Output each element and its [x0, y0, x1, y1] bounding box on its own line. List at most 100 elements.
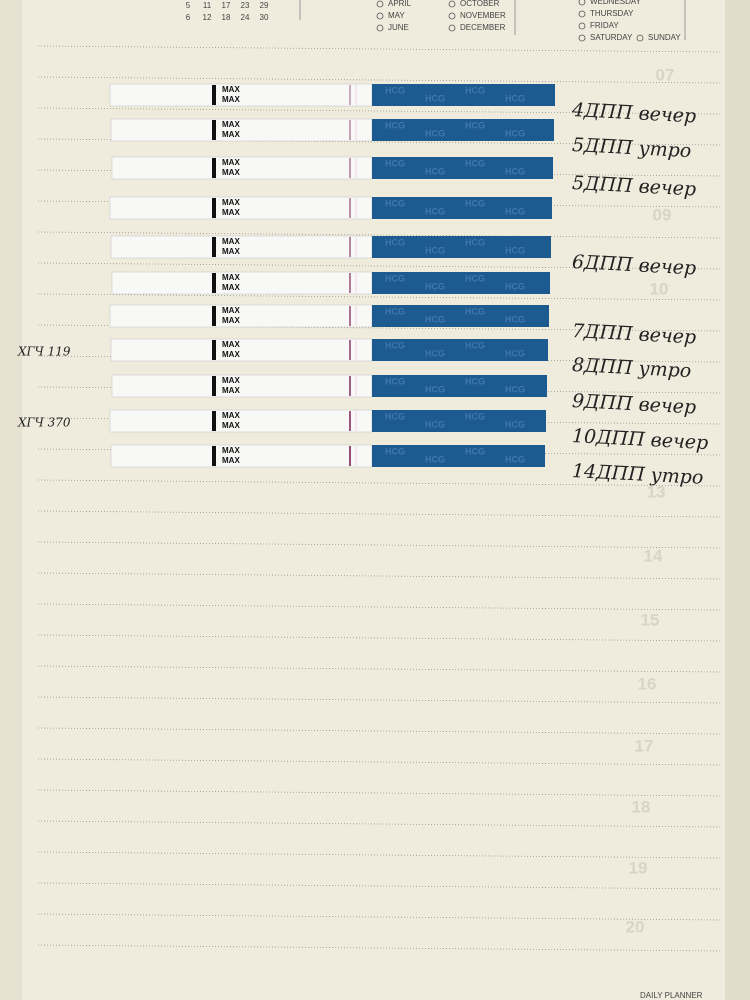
weekday: SATURDAY: [590, 33, 633, 42]
strip-marking: MAX: [222, 446, 240, 455]
strip-brand: HCG: [385, 273, 405, 283]
strip-blue: [372, 339, 548, 361]
calendar-day: 23: [241, 1, 250, 10]
ruled-line: [37, 944, 723, 952]
strip-brand: HCG: [425, 348, 445, 358]
hour-number: 18: [632, 797, 651, 816]
strip-brand: HCG: [425, 419, 445, 429]
checkbox: [376, 12, 384, 20]
handwritten-note: ХГЧ 370: [17, 416, 71, 430]
calendar-day: 18: [222, 13, 231, 22]
ruled-line: [37, 541, 723, 549]
month: JUNE: [388, 23, 409, 32]
strip-white: [111, 271, 373, 295]
strip-brand: HCG: [425, 166, 445, 176]
strip-brand: HCG: [505, 93, 525, 103]
ruled-line: [37, 758, 723, 766]
strip-bar: [212, 85, 216, 105]
month: APRIL: [388, 0, 412, 8]
strip-brand: HCG: [385, 340, 405, 350]
calendar-day: 6: [186, 13, 191, 22]
strip-marking: MAX: [222, 168, 240, 177]
strip-bar: [212, 340, 216, 360]
strip-brand: HCG: [385, 158, 405, 168]
strip-marking: MAX: [222, 340, 240, 349]
ruled-line: [37, 634, 723, 642]
strip-white: [110, 338, 373, 362]
strip-brand: HCG: [425, 454, 445, 464]
weekday: THURSDAY: [590, 9, 634, 18]
strip-brand: HCG: [385, 446, 405, 456]
strip-brand: HCG: [385, 306, 405, 316]
ruled-line: [37, 572, 723, 580]
strip-marking: MAX: [222, 350, 240, 359]
month: MAY: [388, 11, 405, 20]
hour-number: 16: [638, 674, 657, 693]
strip-marking: MAX: [222, 158, 240, 167]
strip-blue: [372, 197, 552, 219]
hour-number: 20: [626, 917, 645, 936]
strip-marking: MAX: [222, 456, 240, 465]
strip-brand: HCG: [425, 314, 445, 324]
checkbox: [448, 0, 456, 8]
page-edge-left: [0, 0, 22, 1000]
strip-brand: HCG: [505, 384, 525, 394]
strip-white: [109, 196, 373, 220]
strip-marking: MAX: [222, 316, 240, 325]
strip-white: [109, 409, 373, 433]
handwritten-note: ХГЧ 119: [17, 345, 71, 359]
strip-brand: HCG: [425, 128, 445, 138]
strip-white: [109, 304, 373, 328]
strip-brand: HCG: [385, 411, 405, 421]
checkbox: [376, 24, 384, 32]
strip-marking: MAX: [222, 376, 240, 385]
checkbox: [636, 34, 644, 42]
hour-number: 14: [644, 546, 663, 565]
ruled-line: [37, 479, 723, 487]
checkbox: [578, 10, 586, 18]
hour-number: 19: [629, 858, 648, 877]
strip-brand: HCG: [505, 348, 525, 358]
strip-white: [110, 118, 373, 142]
checkbox: [578, 0, 586, 6]
strip-brand: HCG: [505, 419, 525, 429]
strip-marking: MAX: [222, 198, 240, 207]
strip-brand: HCG: [465, 340, 485, 350]
strip-bar: [212, 237, 216, 257]
strip-brand: HCG: [385, 237, 405, 247]
strip-blue: [372, 157, 553, 179]
strip-brand: HCG: [425, 384, 445, 394]
strip-marking: MAX: [222, 130, 240, 139]
strip-bar: [212, 158, 216, 178]
strip-marking: MAX: [222, 85, 240, 94]
strip-white: [110, 235, 373, 259]
strip-blue: [372, 410, 546, 432]
ruled-line: [37, 696, 723, 704]
weekday: SUNDAY: [648, 33, 681, 42]
calendar-day: 30: [260, 13, 269, 22]
strip-brand: HCG: [425, 245, 445, 255]
ruled-line: [37, 76, 723, 84]
hour-number: 13: [647, 482, 666, 501]
strip-brand: HCG: [465, 120, 485, 130]
strip-marking: MAX: [222, 120, 240, 129]
hour-number: 10: [650, 279, 669, 298]
strip-marking: MAX: [222, 208, 240, 217]
calendar-day: 11: [203, 1, 212, 10]
checkbox: [578, 34, 586, 42]
checkbox: [578, 22, 586, 30]
strip-bar: [212, 411, 216, 431]
strip-brand: HCG: [505, 245, 525, 255]
strip-blue: [372, 119, 554, 141]
strip-brand: HCG: [385, 376, 405, 386]
hour-number: 07: [656, 65, 675, 84]
strip-brand: HCG: [385, 120, 405, 130]
strip-bar: [212, 120, 216, 140]
calendar-day: 24: [241, 13, 250, 22]
strip-marking: MAX: [222, 283, 240, 292]
strip-blue: [372, 305, 549, 327]
strip-bar: [212, 306, 216, 326]
strip-bar: [212, 446, 216, 466]
calendar-day: 17: [222, 1, 231, 10]
ruled-line: [37, 231, 723, 239]
